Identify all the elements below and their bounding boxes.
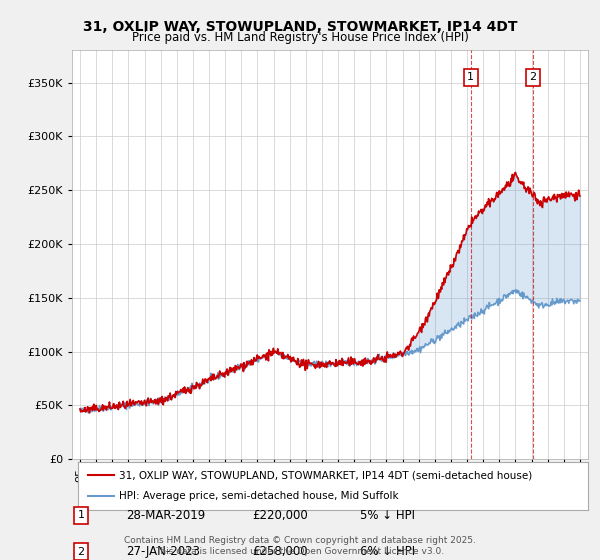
Text: 27-JAN-2023: 27-JAN-2023 [126, 545, 200, 558]
Text: HPI: Average price, semi-detached house, Mid Suffolk: HPI: Average price, semi-detached house,… [119, 491, 398, 501]
Text: 6% ↓ HPI: 6% ↓ HPI [360, 545, 415, 558]
Text: Contains HM Land Registry data © Crown copyright and database right 2025.
This d: Contains HM Land Registry data © Crown c… [124, 536, 476, 556]
Text: £258,000: £258,000 [252, 545, 308, 558]
Text: £220,000: £220,000 [252, 508, 308, 522]
Text: 1: 1 [77, 510, 85, 520]
Text: 31, OXLIP WAY, STOWUPLAND, STOWMARKET, IP14 4DT (semi-detached house): 31, OXLIP WAY, STOWUPLAND, STOWMARKET, I… [119, 470, 532, 480]
Text: 2: 2 [529, 72, 536, 82]
Text: 5% ↓ HPI: 5% ↓ HPI [360, 508, 415, 522]
Text: 2: 2 [77, 547, 85, 557]
Text: Price paid vs. HM Land Registry's House Price Index (HPI): Price paid vs. HM Land Registry's House … [131, 31, 469, 44]
Text: 1: 1 [467, 72, 474, 82]
Text: 28-MAR-2019: 28-MAR-2019 [126, 508, 205, 522]
Text: 31, OXLIP WAY, STOWUPLAND, STOWMARKET, IP14 4DT: 31, OXLIP WAY, STOWUPLAND, STOWMARKET, I… [83, 20, 517, 34]
